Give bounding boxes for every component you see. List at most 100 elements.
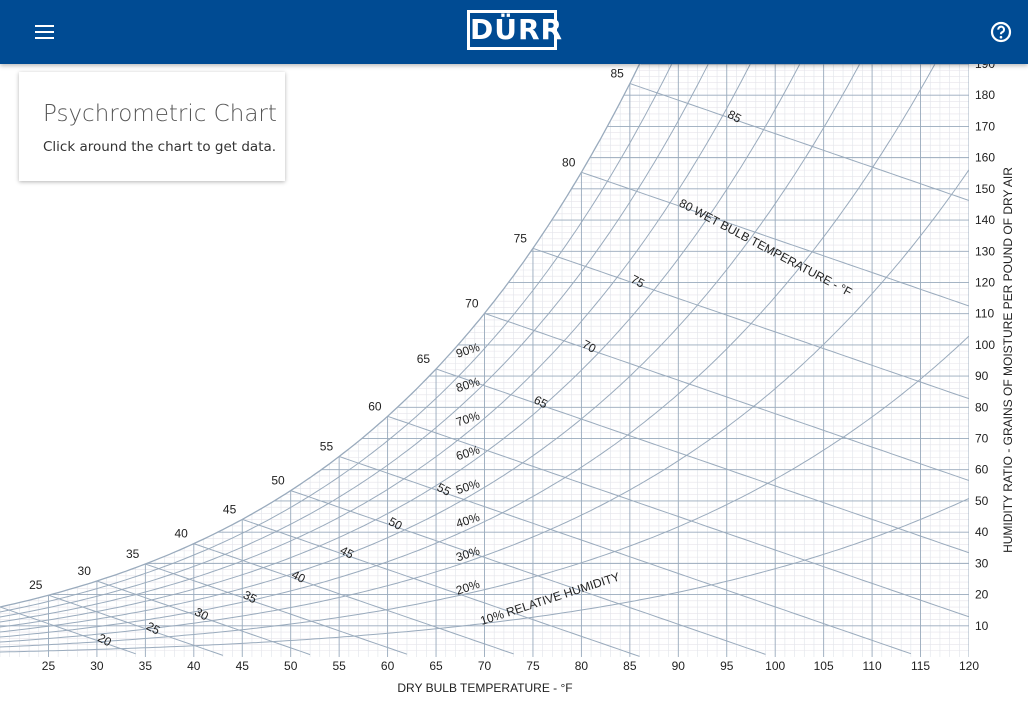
help-circle-icon[interactable] [990, 21, 1012, 43]
wet-bulb-label: 65 [532, 393, 551, 412]
x-tick-label: 45 [236, 659, 250, 673]
x-axis-label: DRY BULB TEMPERATURE - °F [397, 681, 572, 695]
hamburger-menu-icon[interactable] [33, 20, 57, 44]
saturation-temp-label: 80 [562, 155, 576, 169]
y-tick-label: 40 [975, 525, 989, 539]
saturation-temp-label: 75 [514, 231, 528, 245]
y-tick-label: 110 [975, 307, 994, 321]
rh-curve-80 [0, 64, 709, 618]
saturation-temp-label: 55 [320, 439, 334, 453]
wet-bulb-label: 25 [144, 619, 163, 638]
saturation-temp-label: 60 [368, 399, 382, 413]
wet-bulb-line-80 [581, 171, 969, 307]
x-tick-label: 40 [187, 659, 201, 673]
y-tick-label: 130 [975, 244, 995, 258]
card-title: Psychrometric Chart [43, 101, 277, 127]
x-tick-label: 75 [526, 659, 540, 673]
x-tick-label: 100 [765, 659, 785, 673]
rh-curve-20 [0, 335, 969, 648]
y-tick-label: 20 [975, 588, 989, 602]
wet-bulb-label: 35 [241, 588, 260, 607]
x-tick-label: 95 [720, 659, 734, 673]
saturation-temp-label: 70 [465, 296, 479, 310]
wet-bulb-label: 70 [580, 337, 599, 356]
x-tick-label: 30 [90, 659, 104, 673]
y-tick-label: 140 [975, 213, 995, 227]
saturation-temp-label: 85 [610, 66, 624, 80]
rh-label: 30% [454, 543, 481, 564]
wet-bulb-label: 50 [386, 514, 405, 533]
wet-bulb-line-75 [532, 247, 969, 400]
y-tick-label: 50 [975, 494, 989, 508]
x-tick-label: 110 [863, 659, 882, 673]
rh-curve-30 [0, 169, 969, 643]
rh-label: 80% [454, 374, 481, 395]
wet-bulb-line-65 [435, 368, 969, 554]
y-tick-label: 80 [975, 400, 989, 414]
y-tick-label: 100 [975, 338, 995, 352]
y-tick-label: 120 [975, 275, 995, 289]
wet-bulb-line-45 [242, 518, 640, 657]
y-tick-label: 90 [975, 369, 989, 383]
wet-bulb-line-35 [145, 563, 408, 655]
rh-curve-70 [0, 64, 751, 623]
x-tick-label: 120 [959, 659, 979, 673]
wet-bulb-line-40 [193, 543, 514, 655]
y-tick-label: 10 [975, 619, 989, 633]
x-tick-label: 60 [381, 659, 395, 673]
wet-bulb-line-20 [0, 606, 136, 655]
x-tick-label: 35 [139, 659, 153, 673]
x-tick-label: 55 [332, 659, 346, 673]
y-tick-label: 70 [975, 432, 989, 446]
rh-curve-90 [0, 64, 673, 613]
saturation-temp-label: 35 [126, 547, 140, 561]
x-tick-label: 25 [42, 659, 56, 673]
rh-curve-40 [0, 64, 936, 638]
wet-bulb-label: 40 [289, 567, 308, 586]
wet-bulb-line-70 [484, 312, 969, 482]
saturation-temp-label: 40 [174, 527, 188, 541]
x-tick-label: 50 [284, 659, 298, 673]
wet-bulb-label: 85 [725, 107, 744, 126]
y-tick-label: 150 [975, 182, 995, 196]
y-tick-label: 180 [975, 88, 995, 102]
saturation-temp-label: 30 [78, 564, 92, 578]
wet-bulb-line-30 [96, 580, 311, 656]
rh-curve-10 [0, 497, 969, 653]
wet-bulb-line-25 [48, 594, 224, 656]
x-tick-label: 90 [672, 659, 686, 673]
rh-label: 40% [454, 510, 481, 531]
top-app-bar: DÜRR [0, 0, 1028, 64]
saturation-temp-label: 25 [29, 578, 43, 592]
saturation-temp-label: 65 [417, 352, 431, 366]
x-tick-label: 115 [911, 659, 930, 673]
y-tick-label: 170 [975, 119, 995, 133]
saturation-temp-label: 45 [223, 502, 237, 516]
x-tick-label: 85 [623, 659, 637, 673]
y-tick-label: 60 [975, 463, 989, 477]
x-tick-label: 105 [814, 659, 834, 673]
card-subtitle: Click around the chart to get data. [43, 139, 277, 155]
wet-bulb-line-60 [387, 415, 969, 618]
rh-label: 10% RELATIVE HUMIDITY [478, 570, 621, 628]
info-card: Psychrometric Chart Click around the cha… [19, 72, 285, 181]
x-tick-label: 80 [575, 659, 589, 673]
wet-bulb-line-50 [290, 490, 766, 655]
wet-bulb-label: 75 [628, 272, 647, 291]
x-tick-label: 70 [478, 659, 492, 673]
durr-logo: DÜRR [467, 10, 562, 50]
x-tick-label: 65 [429, 659, 443, 673]
y-tick-label: 30 [975, 556, 989, 570]
rh-label: 60% [454, 442, 481, 463]
wet-bulb-line-55 [338, 456, 912, 655]
rh-curve-50 [0, 64, 861, 633]
wet-bulb-line-85 [629, 83, 969, 202]
wet-bulb-label: 55 [435, 480, 454, 499]
wet-bulb-label: 20 [95, 631, 114, 650]
rh-curve-60 [0, 64, 801, 628]
wet-bulb-label: 45 [338, 543, 357, 562]
y-tick-label: 160 [975, 151, 995, 165]
rh-label: 50% [454, 476, 481, 497]
saturation-temp-label: 50 [271, 474, 285, 488]
